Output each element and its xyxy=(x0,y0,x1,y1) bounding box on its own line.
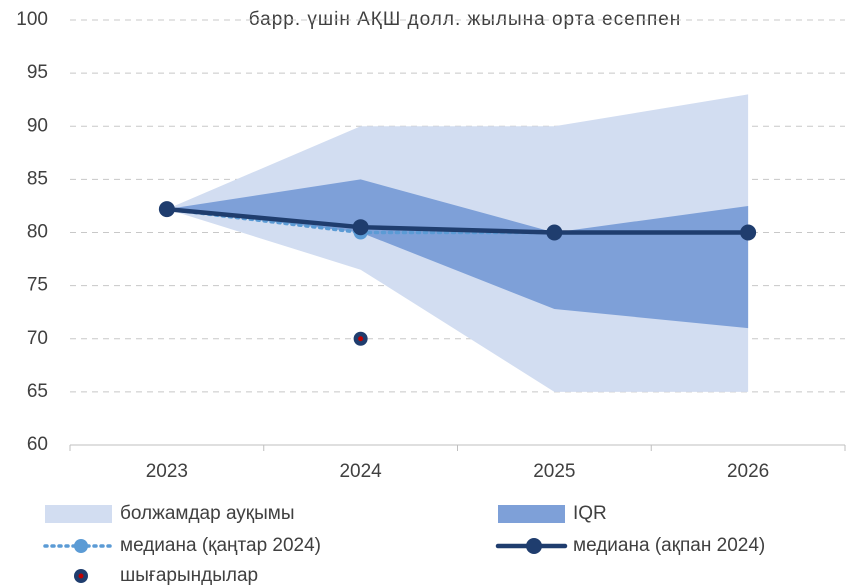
x-tick-label: 2026 xyxy=(727,461,769,482)
y-tick-label: 60 xyxy=(27,434,48,455)
y-tick-label: 100 xyxy=(16,9,48,30)
median-marker xyxy=(740,224,757,241)
y-tick-label: 80 xyxy=(27,222,48,243)
median-marker xyxy=(546,224,563,241)
median-line xyxy=(164,206,751,235)
legend-swatch xyxy=(498,505,565,523)
legend-swatch xyxy=(45,505,112,523)
y-tick-label: 70 xyxy=(27,328,48,349)
y-tick-label: 65 xyxy=(27,381,48,402)
x-tick-label: 2023 xyxy=(146,461,188,482)
y-tick-label: 95 xyxy=(27,62,48,83)
legend-marker xyxy=(526,538,542,554)
median-marker xyxy=(158,201,175,218)
y-tick-label: 75 xyxy=(27,275,48,296)
legend-label: медиана (ақпан 2024) xyxy=(573,535,765,556)
band-area xyxy=(166,179,749,329)
legend-label: медиана (қаңтар 2024) xyxy=(120,535,321,556)
legend-label: болжамдар ауқымы xyxy=(120,503,295,524)
x-tick-label: 2024 xyxy=(339,461,382,482)
outlier-center xyxy=(358,336,364,342)
chart-title: барр. үшін АҚШ долл. жылына орта есеппен xyxy=(249,9,682,30)
legend-marker xyxy=(74,539,88,553)
median-marker xyxy=(352,219,369,236)
x-tick-label: 2025 xyxy=(533,461,575,482)
y-tick-label: 90 xyxy=(27,115,48,136)
legend-marker-center xyxy=(78,573,84,579)
legend-label: IQR xyxy=(573,503,607,524)
legend-label: шығарындылар xyxy=(120,565,258,585)
y-tick-label: 85 xyxy=(27,168,48,189)
